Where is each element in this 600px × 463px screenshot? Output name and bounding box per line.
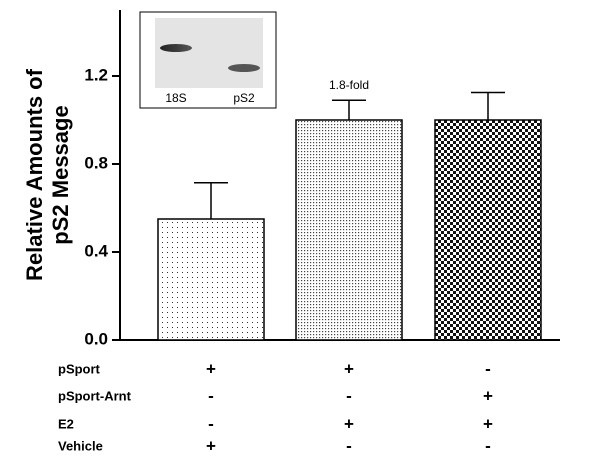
bar bbox=[434, 119, 542, 341]
treatment-mark: - bbox=[485, 436, 491, 455]
treatment-mark: + bbox=[483, 414, 493, 433]
blot-background bbox=[155, 18, 263, 88]
treatment-mark: - bbox=[485, 359, 491, 378]
bar bbox=[295, 119, 403, 341]
blot-band bbox=[160, 44, 192, 52]
treatment-label: pSport-Arnt bbox=[58, 388, 132, 403]
bar bbox=[157, 218, 265, 341]
treatment-mark: - bbox=[208, 386, 214, 405]
treatment-mark: - bbox=[208, 414, 214, 433]
treatment-mark: - bbox=[346, 436, 352, 455]
treatment-mark: - bbox=[346, 386, 352, 405]
y-tick-label: 1.2 bbox=[84, 65, 108, 84]
inset-label: 18S bbox=[165, 91, 186, 105]
treatment-label: E2 bbox=[58, 416, 74, 431]
inset-label: pS2 bbox=[233, 91, 255, 105]
treatment-mark: + bbox=[344, 359, 354, 378]
inset-blot: 18S pS2 bbox=[139, 11, 277, 109]
y-axis-label: Relative Amounts of pS2 Message bbox=[22, 68, 73, 281]
treatment-mark: + bbox=[206, 436, 216, 455]
y-axis-label-line: pS2 Message bbox=[48, 105, 73, 244]
y-tick-label: 0.8 bbox=[84, 153, 108, 172]
treatment-label: pSport bbox=[58, 361, 101, 376]
treatment-mark: + bbox=[483, 386, 493, 405]
treatment-mark: + bbox=[206, 359, 216, 378]
y-tick-label: 0.4 bbox=[84, 241, 108, 260]
annotation: 1.8-fold bbox=[329, 78, 369, 92]
treatment-mark: + bbox=[344, 414, 354, 433]
treatment-label: Vehicle bbox=[58, 438, 103, 453]
y-axis-label-line: Relative Amounts of bbox=[22, 68, 47, 281]
y-tick-label: 0.0 bbox=[84, 329, 108, 348]
blot-band bbox=[228, 64, 260, 72]
